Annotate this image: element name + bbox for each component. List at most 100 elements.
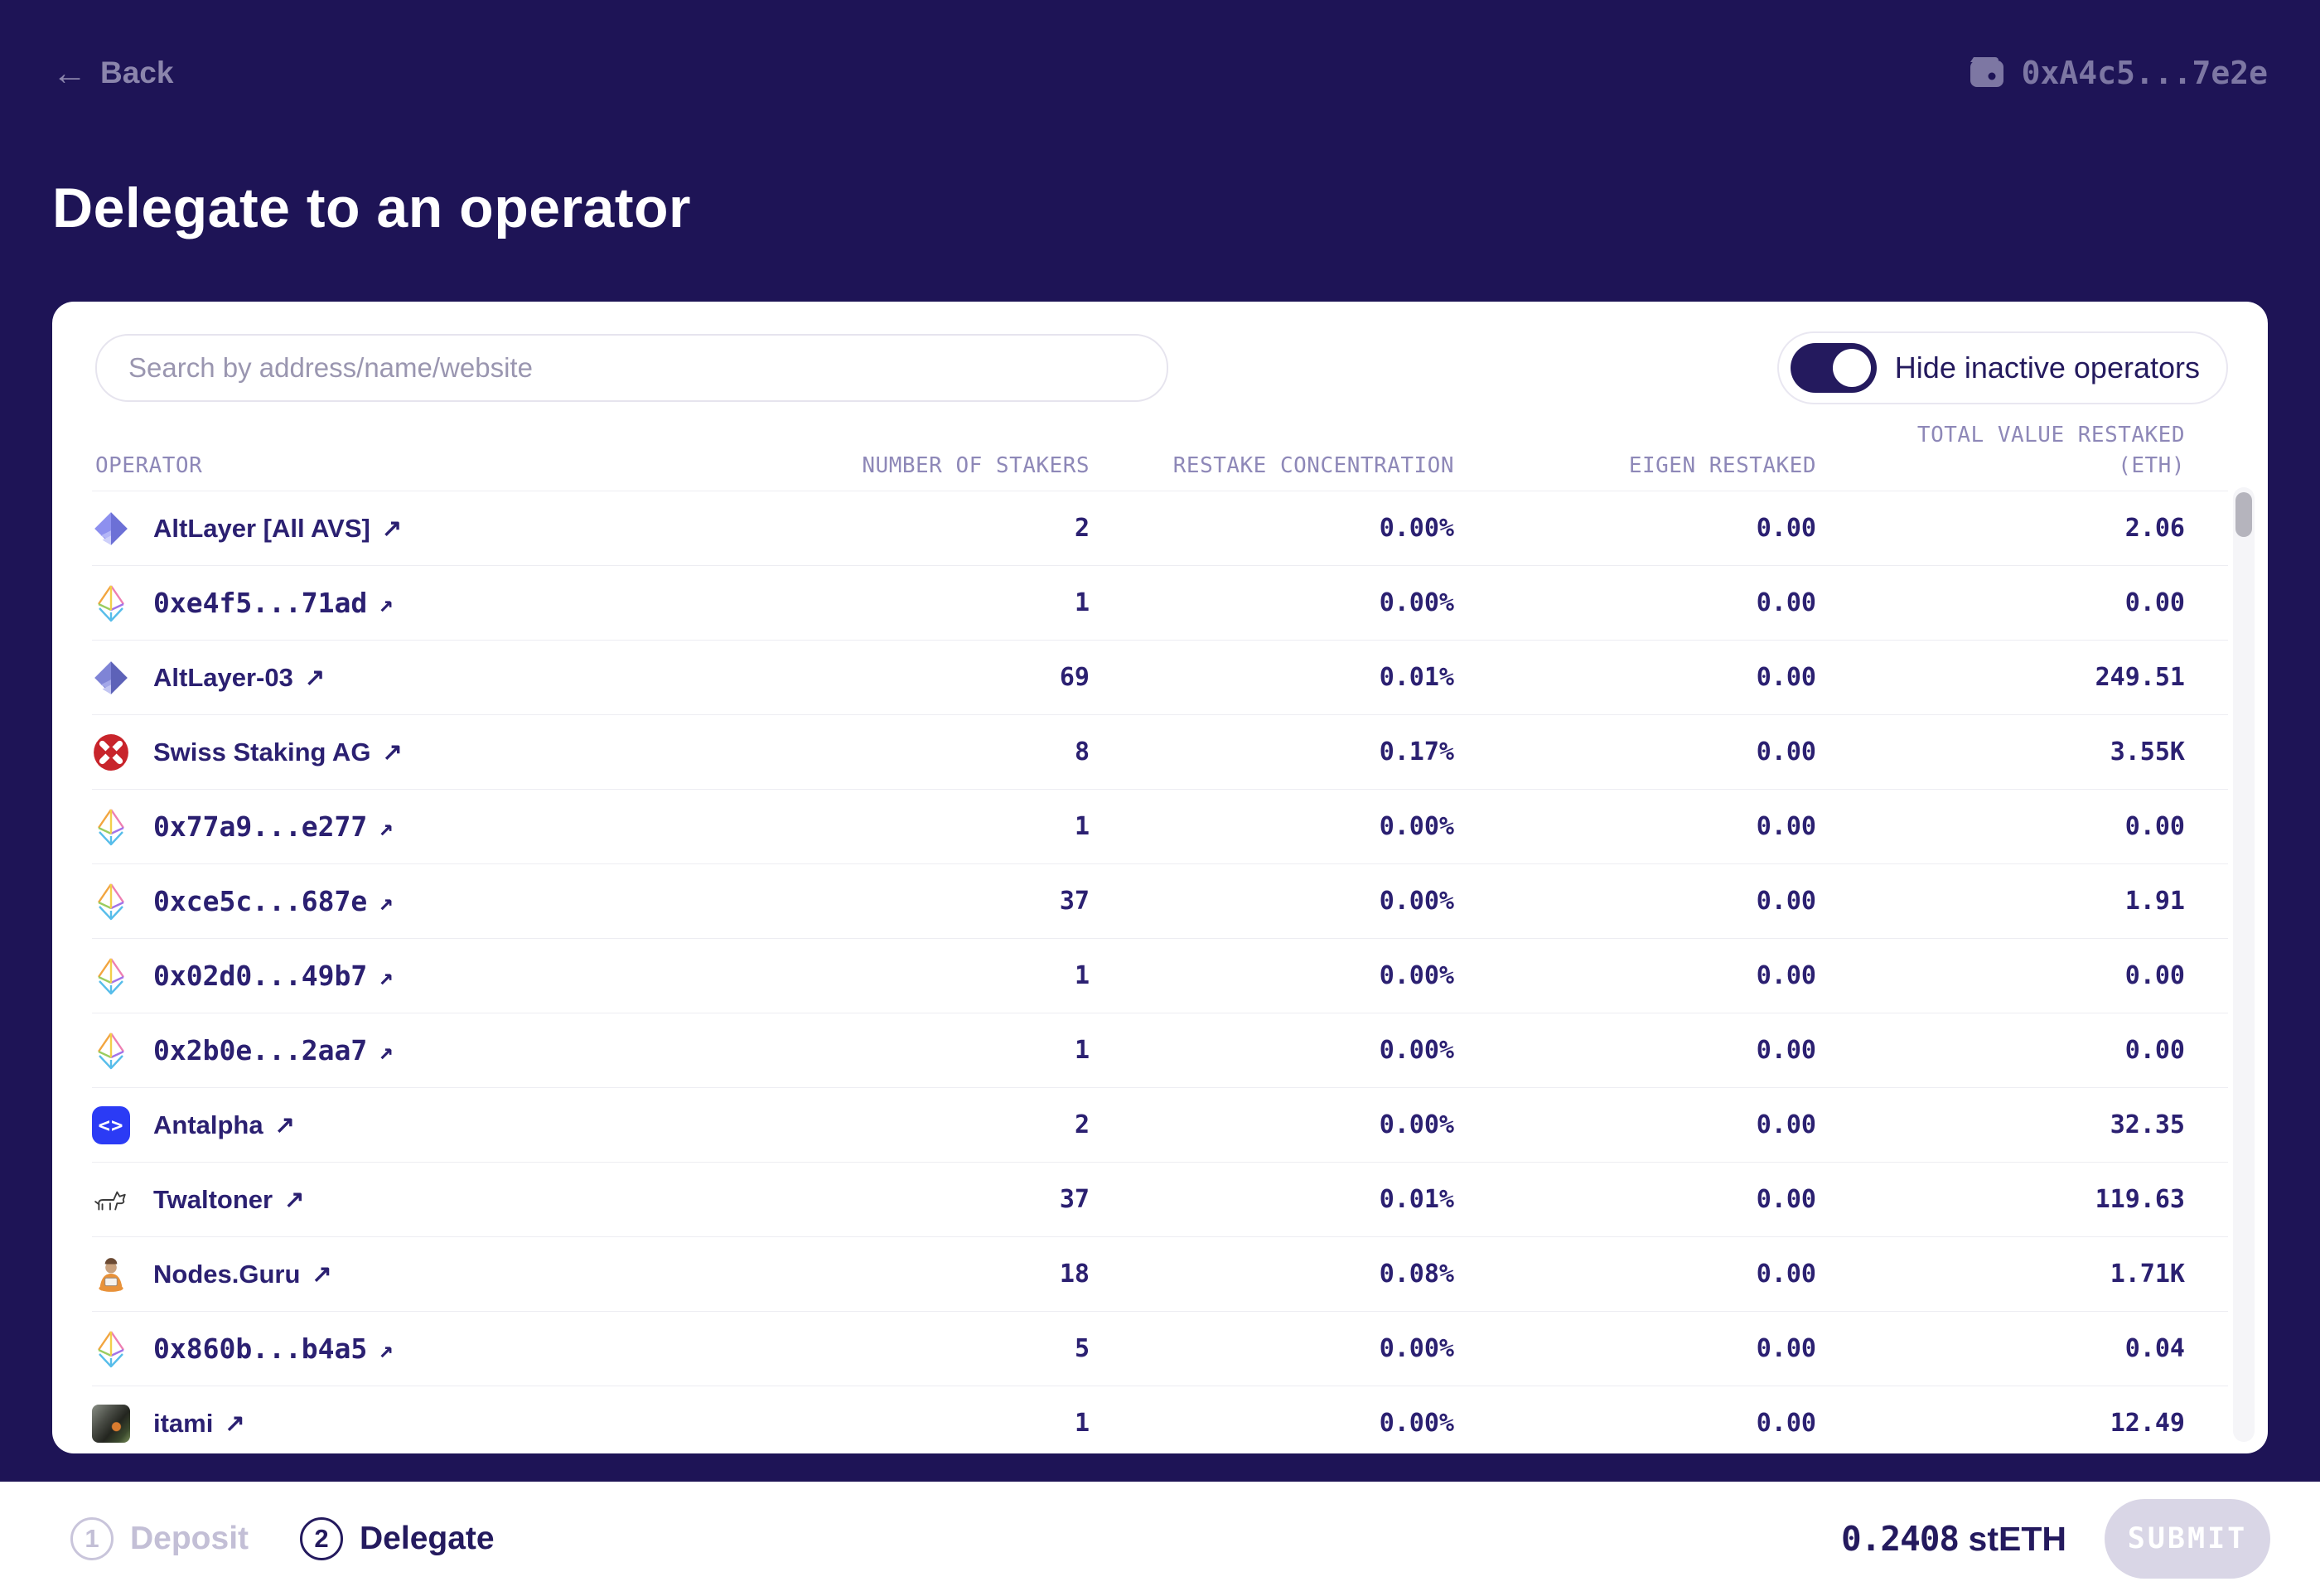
- delegation-amount: 0.2408 stETH: [1841, 1519, 2066, 1559]
- eigen-restaked-cell: 0.00: [1756, 1409, 1816, 1438]
- operator-link[interactable]: Swiss Staking AG ↗: [153, 738, 403, 767]
- altlayer-alt-icon: [92, 659, 130, 697]
- table-row[interactable]: AltLayer-03 ↗ 69 0.01% 0.00 249.51: [92, 640, 2228, 714]
- column-header-concentration[interactable]: RESTAKE CONCENTRATION: [1172, 452, 1454, 478]
- table-row[interactable]: 0x77a9...e277 ↗ 1 0.00% 0.00 0.00: [92, 789, 2228, 863]
- bottom-bar: 1 Deposit 2 Delegate 0.2408 stETH SUBMIT: [0, 1482, 2320, 1596]
- itami-icon: [92, 1404, 130, 1443]
- column-header-stakers[interactable]: NUMBER OF STAKERS: [862, 452, 1090, 478]
- operator-cell: 0xce5c...687e ↗: [92, 883, 841, 921]
- table-scrollbar[interactable]: [2233, 487, 2255, 1442]
- submit-button[interactable]: SUBMIT: [2105, 1499, 2270, 1579]
- wallet-icon: [1967, 56, 2007, 90]
- concentration-cell: 0.00%: [1379, 1334, 1454, 1363]
- operator-cell: Swiss Staking AG ↗: [92, 733, 841, 771]
- concentration-cell: 0.00%: [1379, 588, 1454, 617]
- column-header-total[interactable]: TOTAL VALUE RESTAKED (ETH): [1916, 423, 2185, 478]
- table-row[interactable]: AltLayer [All AVS] ↗ 2 0.00% 0.00 2.06: [92, 491, 2228, 565]
- step-delegate[interactable]: 2 Delegate: [300, 1517, 495, 1560]
- operator-cell: AltLayer-03 ↗: [92, 659, 841, 697]
- stakers-cell: 1: [1074, 961, 1090, 990]
- toggle-switch-icon[interactable]: [1790, 343, 1877, 393]
- total-restaked-cell: 119.63: [2095, 1185, 2185, 1214]
- column-header-operator[interactable]: OPERATOR: [95, 452, 203, 478]
- external-link-icon: ↗: [304, 665, 326, 691]
- concentration-cell: 0.01%: [1379, 663, 1454, 692]
- total-restaked-cell: 0.00: [2124, 812, 2185, 841]
- step-deposit[interactable]: 1 Deposit: [70, 1517, 249, 1560]
- eigen-restaked-cell: 0.00: [1756, 812, 1816, 841]
- swiss-staking-icon: [92, 733, 130, 771]
- table-row[interactable]: 0xce5c...687e ↗ 37 0.00% 0.00 1.91: [92, 863, 2228, 938]
- stakers-cell: 69: [1059, 663, 1090, 692]
- table-row[interactable]: Swiss Staking AG ↗ 8 0.17% 0.00 3.55K: [92, 714, 2228, 789]
- operator-link[interactable]: 0x2b0e...2aa7 ↗: [153, 1034, 394, 1066]
- stakers-cell: 1: [1074, 588, 1090, 617]
- operator-link[interactable]: 0xe4f5...71ad ↗: [153, 587, 394, 619]
- concentration-cell: 0.00%: [1379, 887, 1454, 916]
- operator-link[interactable]: itami ↗: [153, 1409, 245, 1439]
- table-row[interactable]: 0x02d0...49b7 ↗ 1 0.00% 0.00 0.00: [92, 938, 2228, 1013]
- table-row[interactable]: <> Antalpha ↗ 2 0.00% 0.00 32.35: [92, 1087, 2228, 1162]
- operator-table: AltLayer [All AVS] ↗ 2 0.00% 0.00 2.06 0xe4f5.…: [92, 491, 2228, 1453]
- operator-link[interactable]: Antalpha ↗: [153, 1110, 295, 1140]
- operator-cell: Nodes.Guru ↗: [92, 1255, 841, 1294]
- table-header: OPERATOR NUMBER OF STAKERS RESTAKE CONCE…: [92, 411, 2228, 491]
- scrollbar-thumb[interactable]: [2235, 492, 2252, 537]
- back-button[interactable]: ← Back: [52, 56, 173, 90]
- wallet-chip[interactable]: 0xA4c5...7e2e: [1967, 55, 2268, 91]
- total-restaked-cell: 2.06: [2124, 514, 2185, 543]
- column-header-eigen[interactable]: EIGEN RESTAKED: [1628, 452, 1816, 478]
- eigen-restaked-cell: 0.00: [1756, 1036, 1816, 1065]
- operator-link[interactable]: 0xce5c...687e ↗: [153, 885, 394, 917]
- hide-inactive-toggle[interactable]: Hide inactive operators: [1776, 331, 2228, 404]
- external-link-icon: ↗: [379, 1036, 394, 1065]
- table-row[interactable]: 0xe4f5...71ad ↗ 1 0.00% 0.00 0.00: [92, 565, 2228, 640]
- eth-icon: [92, 1032, 130, 1070]
- page-title: Delegate to an operator: [52, 177, 691, 239]
- operator-link[interactable]: 0x02d0...49b7 ↗: [153, 960, 394, 992]
- external-link-icon: ↗: [381, 515, 403, 542]
- operator-name: 0xe4f5...71ad: [153, 587, 368, 619]
- total-restaked-cell: 0.00: [2124, 588, 2185, 617]
- operator-name: Antalpha: [153, 1110, 263, 1139]
- search-input[interactable]: [95, 334, 1168, 402]
- operator-link[interactable]: AltLayer [All AVS] ↗: [153, 514, 402, 544]
- table-row[interactable]: 0x860b...b4a5 ↗ 5 0.00% 0.00 0.04: [92, 1311, 2228, 1386]
- table-row[interactable]: itami ↗ 1 0.00% 0.00 12.49: [92, 1386, 2228, 1453]
- external-link-icon: ↗: [274, 1112, 295, 1139]
- eth-icon: [92, 584, 130, 622]
- operator-link[interactable]: 0x77a9...e277 ↗: [153, 810, 394, 843]
- stakers-cell: 2: [1074, 1110, 1090, 1139]
- table-row[interactable]: Twaltoner ↗ 37 0.01% 0.00 119.63: [92, 1162, 2228, 1236]
- total-restaked-cell: 249.51: [2095, 663, 2185, 692]
- stakers-cell: 5: [1074, 1334, 1090, 1363]
- concentration-cell: 0.00%: [1379, 1409, 1454, 1438]
- eigen-restaked-cell: 0.00: [1756, 961, 1816, 990]
- stakers-cell: 1: [1074, 812, 1090, 841]
- operator-cell: 0x860b...b4a5 ↗: [92, 1330, 841, 1368]
- stakers-cell: 2: [1074, 514, 1090, 543]
- eigen-restaked-cell: 0.00: [1756, 663, 1816, 692]
- table-row[interactable]: Nodes.Guru ↗ 18 0.08% 0.00 1.71K: [92, 1236, 2228, 1311]
- concentration-cell: 0.08%: [1379, 1260, 1454, 1289]
- operator-link[interactable]: Nodes.Guru ↗: [153, 1260, 332, 1289]
- operator-link[interactable]: Twaltoner ↗: [153, 1185, 304, 1215]
- operator-link[interactable]: 0x860b...b4a5 ↗: [153, 1332, 394, 1365]
- operator-cell: 0xe4f5...71ad ↗: [92, 584, 841, 622]
- table-row[interactable]: 0x2b0e...2aa7 ↗ 1 0.00% 0.00 0.00: [92, 1013, 2228, 1087]
- operator-name: 0x2b0e...2aa7: [153, 1034, 368, 1066]
- eth-icon: [92, 957, 130, 995]
- twaltoner-icon: [92, 1181, 130, 1219]
- external-link-icon: ↗: [312, 1261, 332, 1288]
- toggle-label: Hide inactive operators: [1894, 351, 2200, 384]
- concentration-cell: 0.00%: [1379, 961, 1454, 990]
- total-restaked-cell: 0.00: [2124, 961, 2185, 990]
- operator-cell: 0x2b0e...2aa7 ↗: [92, 1032, 841, 1070]
- operator-link[interactable]: AltLayer-03 ↗: [153, 663, 325, 693]
- operator-cell: 0x02d0...49b7 ↗: [92, 957, 841, 995]
- eigen-restaked-cell: 0.00: [1756, 1334, 1816, 1363]
- antalpha-icon: <>: [92, 1105, 130, 1144]
- operator-cell: itami ↗: [92, 1404, 841, 1443]
- amount-value: 0.2408: [1841, 1519, 1960, 1559]
